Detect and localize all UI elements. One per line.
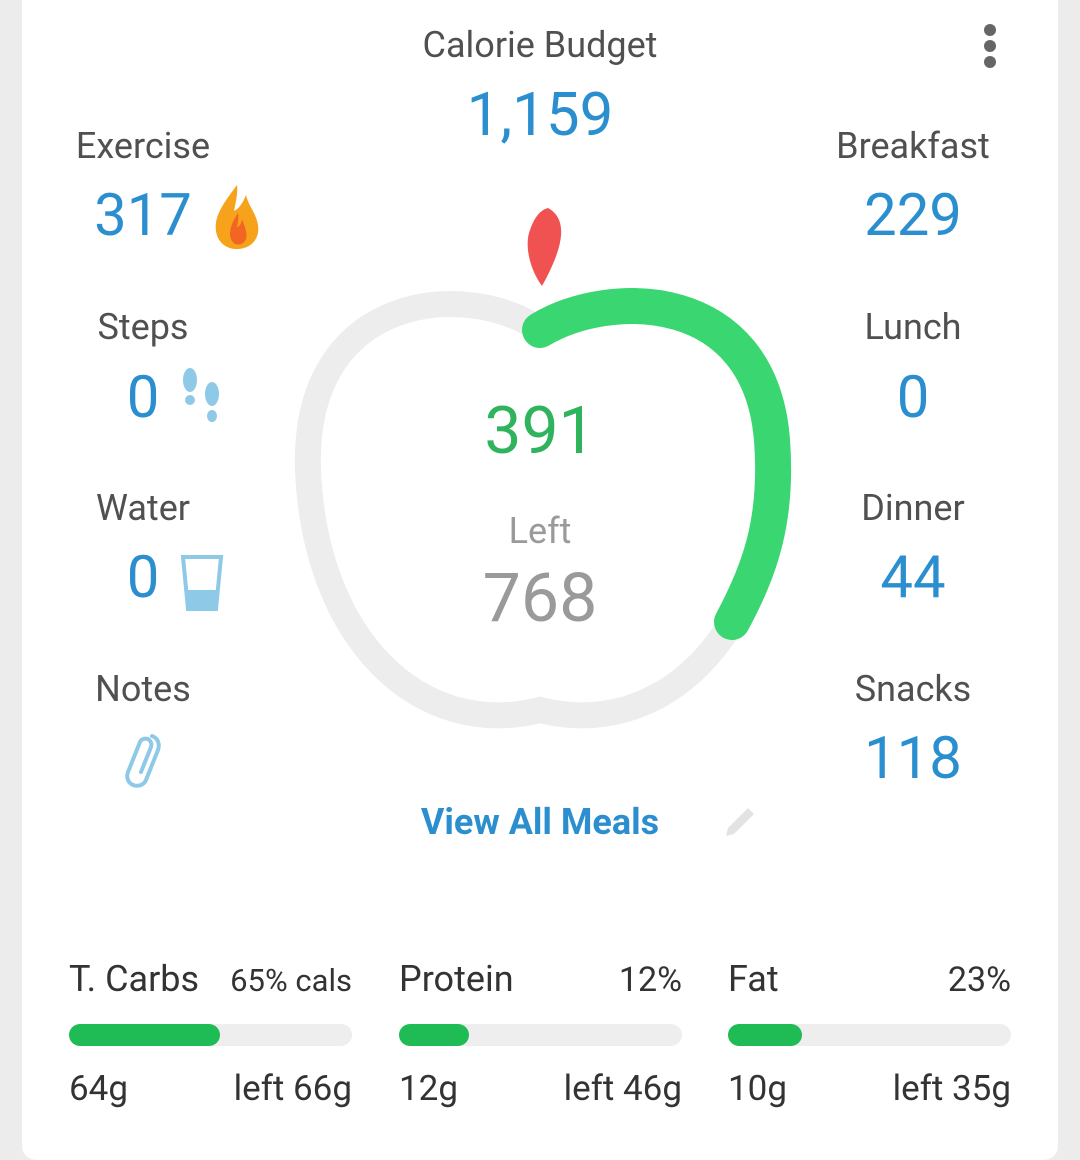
macro-left: left 35g	[892, 1068, 1011, 1109]
macro-fat: Fat 23% 10g left 35g	[728, 958, 1011, 1109]
macro-bar-fill	[69, 1024, 220, 1046]
meal-value[interactable]: 0	[896, 364, 930, 432]
macro-bar	[399, 1024, 682, 1046]
macro-eaten: 10g	[728, 1068, 787, 1109]
macro-left: left 46g	[563, 1068, 682, 1109]
stat-value[interactable]: 0	[126, 364, 160, 432]
left-value: 768	[482, 558, 598, 638]
apple-ring	[294, 208, 792, 729]
edit-icon[interactable]	[722, 802, 760, 840]
meal-value[interactable]: 229	[864, 182, 962, 250]
macro-bar-fill	[728, 1024, 802, 1046]
flame-icon	[215, 185, 259, 250]
meal-value[interactable]: 44	[880, 544, 946, 612]
apple-leaf	[527, 208, 562, 286]
macro-name: Protein	[399, 958, 514, 1000]
macro-protein: Protein 12% 12g left 46g	[399, 958, 682, 1109]
left-label: Left	[508, 510, 572, 552]
macro-carbs: T. Carbs 65% cals 64g left 66g	[69, 958, 352, 1109]
macro-share: 65% cals	[230, 962, 352, 999]
macro-bar	[69, 1024, 352, 1046]
macro-bar-fill	[399, 1024, 469, 1046]
meal-label: Lunch	[864, 306, 962, 348]
macro-share: 12%	[618, 960, 682, 1000]
macro-eaten: 64g	[69, 1068, 128, 1109]
view-all-meals-link[interactable]: View All Meals	[420, 801, 660, 843]
budget-value: 1,159	[466, 79, 614, 150]
calorie-card	[22, 0, 1058, 1160]
menu-button[interactable]	[976, 22, 1004, 70]
macro-eaten: 12g	[399, 1068, 458, 1109]
notes-clip-icon[interactable]	[122, 730, 166, 788]
meal-label: Dinner	[861, 487, 965, 529]
meal-value[interactable]: 118	[864, 725, 962, 793]
macro-name: T. Carbs	[69, 958, 200, 1000]
macro-left: left 66g	[233, 1068, 352, 1109]
title: Calorie Budget	[422, 24, 658, 66]
ring-progress	[522, 288, 792, 640]
stat-label: Notes	[95, 668, 191, 710]
meal-label: Breakfast	[836, 125, 990, 167]
stat-label: Exercise	[75, 125, 211, 167]
stat-value[interactable]: 0	[126, 544, 160, 612]
eaten-value: 391	[484, 393, 596, 470]
water-glass-icon	[180, 555, 224, 611]
footsteps-icon	[183, 368, 219, 422]
stat-label: Steps	[97, 306, 189, 348]
macro-name: Fat	[728, 958, 779, 1000]
meal-label: Snacks	[854, 668, 972, 710]
stat-value[interactable]: 317	[94, 182, 192, 250]
stat-label: Water	[95, 487, 191, 529]
macro-bar	[728, 1024, 1011, 1046]
macro-share: 23%	[947, 960, 1011, 1000]
